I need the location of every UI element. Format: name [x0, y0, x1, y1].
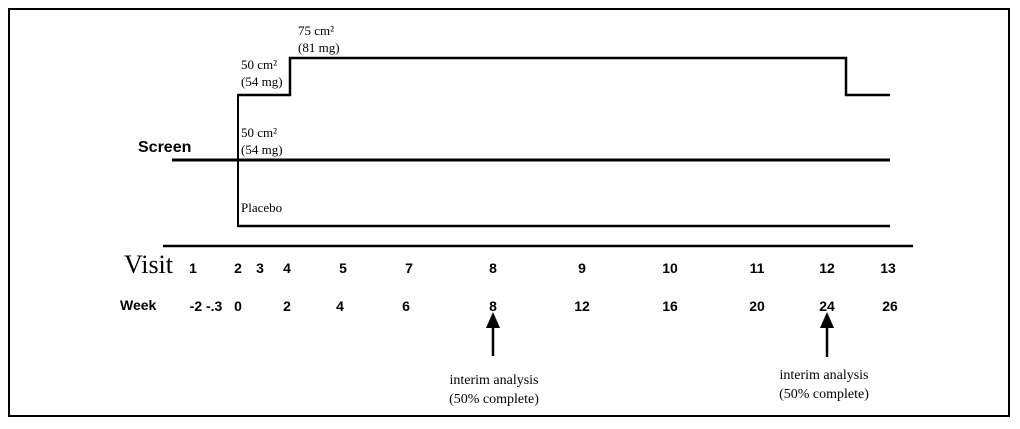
up-arrow-icon	[820, 312, 834, 328]
interim-caption-line2: (50% complete)	[779, 387, 869, 402]
visit-label: 12	[819, 260, 835, 276]
interim-caption-line2: (50% complete)	[449, 392, 539, 407]
mid-dose-label: 50 cm²	[241, 125, 277, 140]
interim-caption-line1: interim analysis	[779, 368, 868, 383]
week-label: 8	[489, 298, 497, 314]
visit-row-title: Visit	[124, 250, 174, 279]
diagram-frame	[8, 8, 1010, 417]
week-label: 6	[402, 298, 410, 314]
visit-label: 9	[578, 260, 586, 276]
interim-arrow-week-8	[486, 312, 500, 356]
week-label: 12	[574, 298, 590, 314]
visit-label: 1	[189, 260, 197, 276]
high-start-mg-label: (54 mg)	[241, 74, 283, 89]
week-label: -2 -.3	[190, 298, 223, 314]
week-label: 0	[234, 298, 242, 314]
mid-dose-mg-label: (54 mg)	[241, 142, 283, 157]
week-label: 20	[749, 298, 765, 314]
visit-label: 13	[880, 260, 896, 276]
visit-label: 8	[489, 260, 497, 276]
high-step-mg-label: (81 mg)	[298, 40, 340, 55]
high-start-dose-label: 50 cm²	[241, 57, 277, 72]
week-label: 24	[819, 298, 835, 314]
placebo-label: Placebo	[241, 200, 282, 215]
visit-label: 3	[256, 260, 264, 276]
visit-label: 10	[662, 260, 678, 276]
visit-label: 7	[405, 260, 413, 276]
up-arrow-icon	[486, 312, 500, 328]
interim-arrow-week-24	[820, 312, 834, 357]
week-label: 26	[882, 298, 898, 314]
visit-label: 4	[283, 260, 291, 276]
week-label: 2	[283, 298, 291, 314]
high-dose-arm-line	[238, 56, 890, 97]
interim-caption-line1: interim analysis	[449, 373, 538, 388]
visit-label: 5	[339, 260, 347, 276]
high-step-dose-label: 75 cm²	[298, 23, 334, 38]
week-label: 16	[662, 298, 678, 314]
visit-label: 2	[234, 260, 242, 276]
visit-label: 11	[750, 260, 765, 276]
screen-label: Screen	[138, 139, 191, 156]
week-row-title: Week	[120, 297, 157, 313]
week-label: 4	[336, 298, 344, 314]
